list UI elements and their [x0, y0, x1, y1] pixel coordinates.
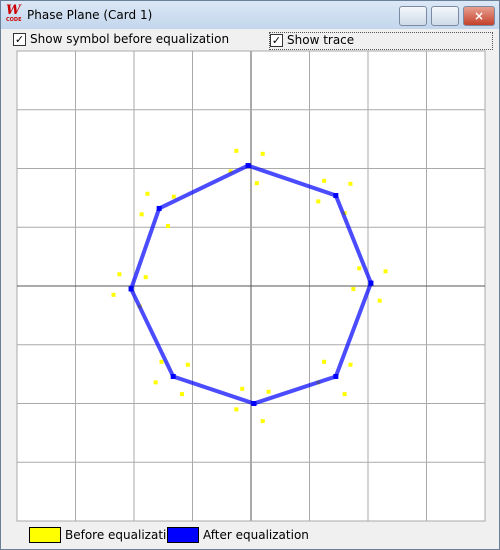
symbol-before [240, 386, 245, 391]
app-icon: W CODE [6, 3, 22, 23]
symbol-before [143, 275, 148, 280]
checkbox-label[interactable]: Show trace [287, 33, 355, 47]
title-bar: W CODE Phase Plane (Card 1) × [1, 1, 499, 29]
checkbox-box[interactable]: ✓ [13, 33, 26, 46]
symbol-before [266, 389, 271, 394]
window-title: Phase Plane (Card 1) [27, 8, 153, 22]
checkbox-label[interactable]: Show symbol before equalization [30, 32, 230, 46]
symbol-before [377, 298, 382, 303]
symbol-after [128, 286, 134, 292]
symbol-after [251, 401, 257, 406]
symbol-before [342, 392, 347, 397]
symbol-before [153, 380, 158, 385]
legend-swatch [167, 527, 199, 543]
legend-label: Before equalization [65, 528, 182, 542]
symbol-before [357, 266, 362, 271]
symbol-after [333, 193, 339, 199]
symbol-before [348, 362, 353, 367]
minimize-button[interactable] [399, 6, 427, 26]
symbol-before [171, 194, 176, 199]
legend-label: After equalization [203, 528, 309, 542]
symbol-before [383, 269, 388, 274]
symbol-before [228, 169, 233, 174]
checkbox-trace[interactable]: ✓ Show trace [269, 32, 493, 50]
checkbox-box[interactable]: ✓ [270, 34, 283, 47]
symbol-before [260, 151, 265, 156]
symbol-before [351, 286, 356, 291]
symbol-before [179, 392, 184, 397]
symbol-before [316, 199, 321, 204]
symbol-before [111, 292, 116, 297]
symbol-before [234, 407, 239, 412]
symbol-before [254, 181, 259, 186]
symbol-after [368, 280, 374, 286]
symbol-before [185, 362, 190, 367]
symbol-before [322, 359, 327, 364]
symbol-before [260, 419, 265, 424]
symbol-before [145, 191, 150, 196]
symbol-before [159, 359, 164, 364]
symbol-before [348, 181, 353, 186]
maximize-button[interactable] [431, 6, 459, 26]
symbol-after [333, 373, 339, 379]
symbol-before [234, 148, 239, 153]
symbol-after [170, 373, 176, 379]
symbol-before [165, 224, 170, 229]
symbol-after [156, 205, 162, 211]
symbol-before [117, 272, 122, 277]
close-button[interactable]: × [463, 6, 495, 26]
symbol-before [139, 212, 144, 217]
symbol-after [245, 163, 251, 169]
legend-swatch [29, 527, 61, 543]
symbol-before [322, 178, 327, 183]
